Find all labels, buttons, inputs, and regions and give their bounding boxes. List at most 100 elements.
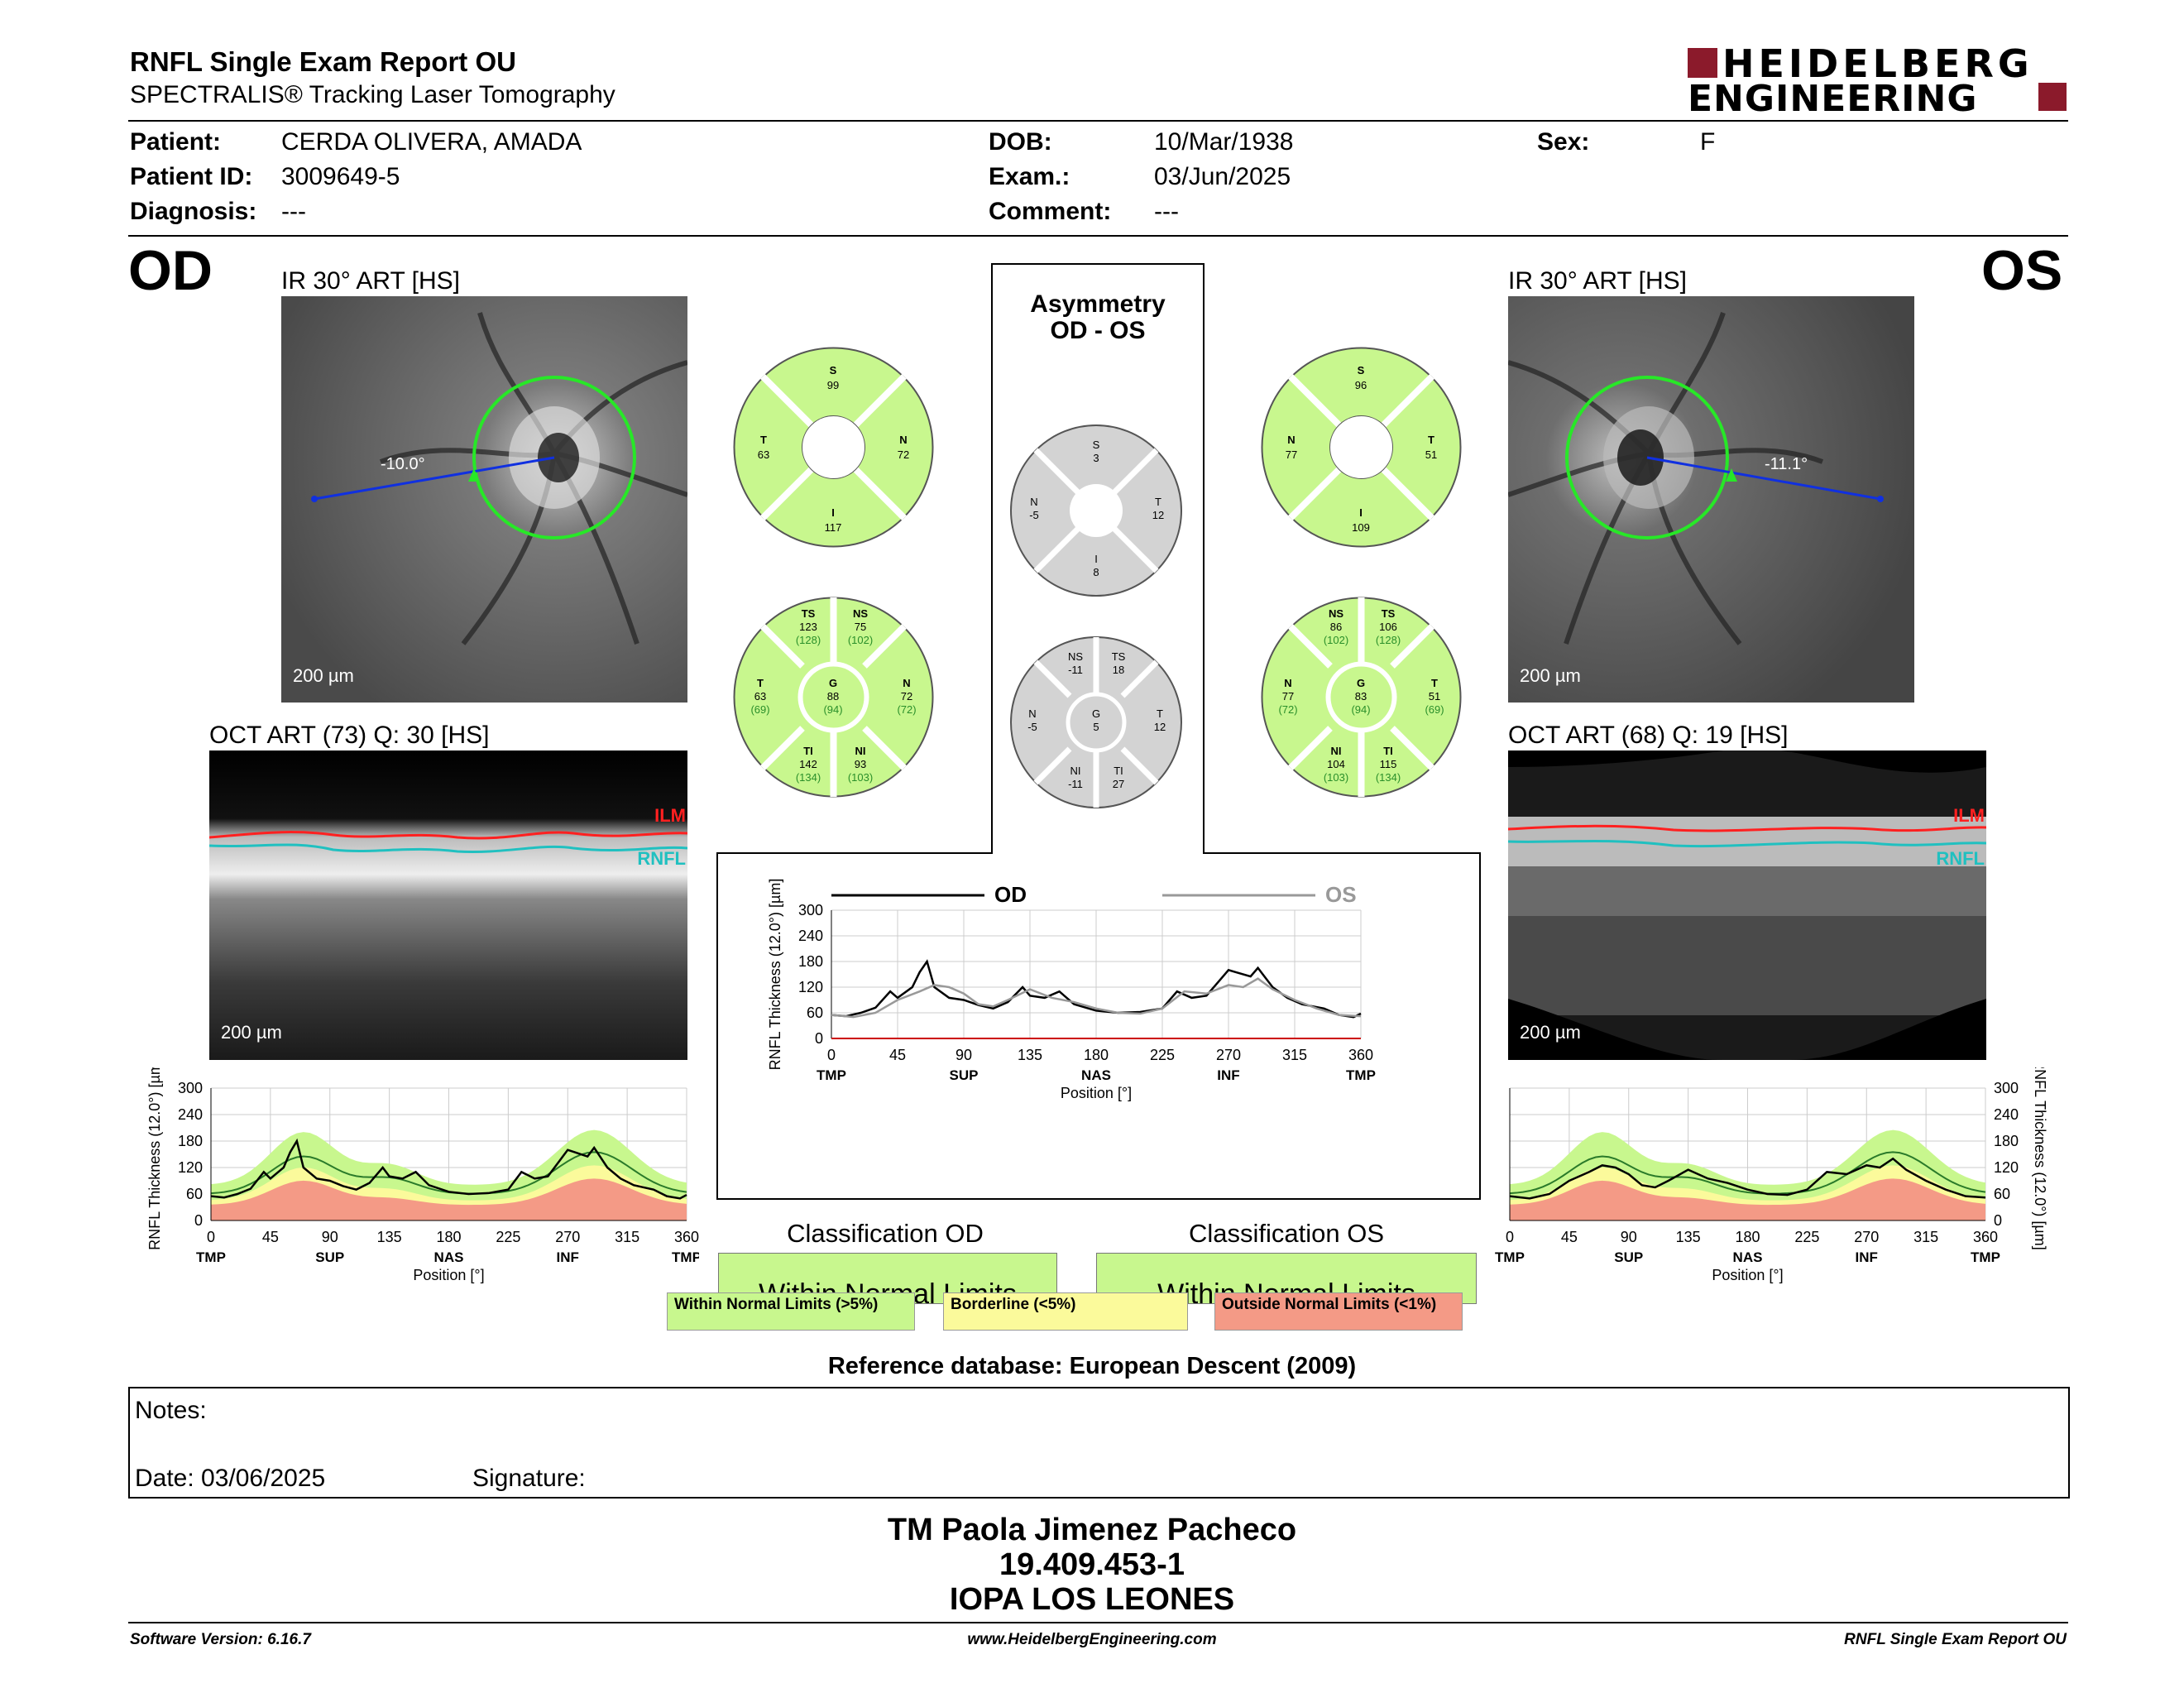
x-region-label: SUP (950, 1067, 979, 1083)
od-s-ts-value: 123 (799, 621, 817, 633)
svg-text:TI: TI (1114, 765, 1123, 777)
od-ir-angle: -10.0° (381, 455, 425, 473)
outside-band (211, 1178, 687, 1220)
svg-text:S: S (1358, 364, 1365, 376)
y-tick-label: 60 (807, 1005, 823, 1021)
patient-name-label: Patient: (130, 128, 222, 156)
od-q-n-label: N (899, 434, 907, 446)
x-region-label: TMP (817, 1067, 846, 1083)
svg-text:N: N (1028, 707, 1036, 720)
svg-text:T: T (1157, 707, 1163, 720)
asym-s-g-value: 5 (1093, 721, 1099, 733)
svg-text:TI: TI (1383, 745, 1393, 757)
asym-q-t-value: 12 (1152, 509, 1164, 521)
svg-text:N: N (1284, 677, 1291, 689)
asymmetry-title-line1: Asymmetry (1030, 290, 1166, 318)
asymmetry-quadrant-chart: S 3 N -5 T 12 I 8 (1010, 424, 1182, 597)
od-q-s-label: S (830, 364, 837, 376)
os-sector-chart: NS 86 (102) TS 106 (128) N 77 (72) G 83 … (1261, 597, 1462, 798)
x-tick-label: 360 (1348, 1047, 1373, 1063)
os-s-n-value: 77 (1282, 690, 1294, 703)
asym-s-ts-value: 18 (1113, 664, 1124, 676)
od-oct-image: ILM RNFL 200 µm (209, 750, 687, 1060)
date-label: Date: 03/06/2025 (135, 1465, 326, 1492)
x-tick-label: 135 (1018, 1047, 1042, 1063)
od-s-g-value: 88 (827, 690, 839, 703)
notes-box[interactable]: Notes: Date: 03/06/2025 Signature: (128, 1387, 2070, 1499)
os-s-g-ref: (94) (1351, 703, 1370, 716)
svg-text:TS: TS (1382, 607, 1396, 620)
os-s-ti-ref: (134) (1376, 771, 1401, 784)
y-tick-label: 120 (798, 979, 823, 995)
y-tick-label: 240 (1994, 1106, 2019, 1123)
svg-text:NI: NI (855, 745, 866, 757)
x-tick-label: 360 (1973, 1229, 1998, 1245)
os-s-ts-ref: (128) (1376, 634, 1401, 646)
y-axis-label: RNFL Thickness (12.0°) [µm] (767, 879, 783, 1071)
os-ilm-label: ILM (1953, 805, 1985, 826)
legend-within-normal: Within Normal Limits (>5%) (667, 1292, 915, 1331)
svg-text:N: N (1287, 434, 1295, 446)
asymmetry-frame (716, 263, 1481, 1200)
svg-text:I: I (1094, 553, 1098, 565)
svg-text:NS: NS (853, 607, 868, 620)
svg-text:G: G (1357, 677, 1365, 689)
y-tick-label: 120 (1994, 1159, 2019, 1176)
os-s-ti-value: 115 (1380, 758, 1397, 770)
svg-text:G: G (829, 677, 837, 689)
heidelberg-logo: HEIDELBERG ENGINEERING (1688, 41, 2068, 120)
asym-s-ni-value: -11 (1068, 778, 1083, 790)
od-quadrant-chart: S 99 T 63 N 72 I 117 (733, 347, 934, 548)
dob-value: 10/Mar/1938 (1154, 128, 1294, 156)
svg-text:T: T (1428, 434, 1434, 446)
asym-s-ti-value: 27 (1113, 778, 1124, 790)
svg-text:T: T (1155, 496, 1161, 508)
od-s-ns-value: 75 (855, 621, 866, 633)
y-tick-label: 300 (798, 902, 823, 918)
os-s-ns-ref: (102) (1324, 634, 1348, 646)
od-s-t-value: 63 (754, 690, 766, 703)
os-rnfl-label: RNFL (1936, 848, 1985, 869)
os-s-t-value: 51 (1429, 690, 1440, 703)
od-oct-scale: 200 µm (221, 1022, 282, 1043)
os-s-ni-value: 104 (1327, 758, 1345, 770)
x-tick-label: 0 (207, 1229, 215, 1245)
svg-text:T: T (757, 677, 764, 689)
dob-label: DOB: (989, 128, 1052, 156)
x-region-label: TMP (1495, 1249, 1525, 1265)
x-region-label: TMP (196, 1249, 226, 1265)
od-q-i-value: 117 (825, 521, 842, 534)
os-s-ns-value: 86 (1330, 621, 1342, 633)
y-tick-label: 180 (798, 953, 823, 970)
y-tick-label: 60 (186, 1186, 203, 1202)
logo-square-icon (1688, 48, 1717, 78)
os-ir-scale: 200 µm (1520, 665, 1581, 686)
od-s-ni-value: 93 (855, 758, 866, 770)
x-tick-label: 180 (1084, 1047, 1109, 1063)
y-tick-label: 300 (1994, 1080, 2019, 1096)
website-link[interactable]: www.HeidelbergEngineering.com (967, 1631, 1217, 1648)
svg-text:N: N (1030, 496, 1037, 508)
y-tick-label: 0 (194, 1212, 203, 1229)
od-s-ti-value: 142 (799, 758, 817, 770)
od-s-n-value: 72 (901, 690, 912, 703)
od-sector-chart: TS 123 (128) NS 75 (102) T 63 (69) G 88 … (733, 597, 934, 798)
x-region-label: INF (1856, 1249, 1878, 1265)
od-rnfl-label: RNFL (637, 848, 686, 869)
svg-text:I: I (1359, 506, 1363, 519)
x-region-label: NAS (1733, 1249, 1763, 1265)
os-q-i-value: 109 (1352, 521, 1370, 534)
x-tick-label: 180 (1735, 1229, 1760, 1245)
od-ir-scale: 200 µm (293, 665, 354, 686)
reference-database: Reference database: European Descent (20… (827, 1353, 1357, 1379)
x-tick-label: 225 (1150, 1047, 1175, 1063)
od-s-n-ref: (72) (897, 703, 916, 716)
signature-label: Signature: (472, 1465, 586, 1492)
os-oct-image: ILM RNFL 200 µm (1508, 750, 1986, 1060)
patient-name: CERDA OLIVERA, AMADA (281, 128, 582, 156)
diagnosis-label: Diagnosis: (130, 198, 257, 225)
od-q-t-value: 63 (758, 448, 769, 461)
os-s-g-value: 83 (1355, 690, 1367, 703)
od-os-comparison-chart: 0 60 120 180 240 300 0 45 90 135 180 225 270 315 360 TM… (767, 879, 1376, 1101)
outside-band (1510, 1178, 1985, 1220)
